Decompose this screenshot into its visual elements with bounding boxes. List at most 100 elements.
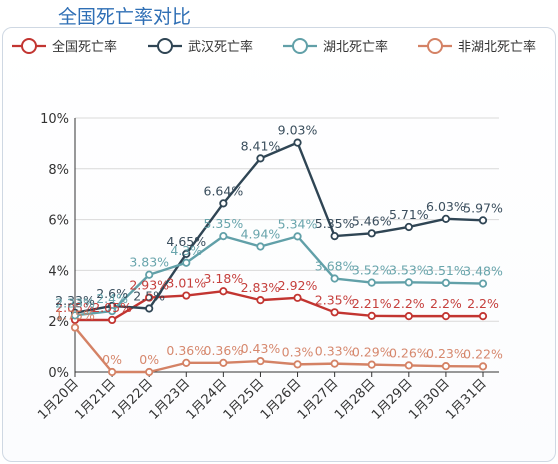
data-point	[367, 278, 376, 287]
data-point	[441, 312, 451, 321]
data-point	[404, 361, 413, 370]
series-line	[74, 234, 484, 317]
data-point	[145, 304, 154, 313]
data-point	[441, 362, 451, 371]
data-point	[441, 278, 451, 287]
data-label: 3.48%	[463, 264, 503, 279]
data-point	[70, 323, 80, 332]
legend-swatch-marker	[292, 38, 308, 54]
data-label: 0%	[102, 352, 122, 367]
data-point	[182, 258, 191, 267]
data-point	[293, 232, 302, 241]
data-label: 3.18%	[204, 271, 244, 286]
data-label: 3.52%	[352, 263, 392, 278]
legend-label: 湖北死亡率	[323, 39, 388, 55]
data-label: 5.35%	[315, 216, 355, 231]
data-point	[145, 293, 154, 302]
data-label: 2.33%	[55, 293, 95, 308]
data-point	[70, 311, 80, 320]
y-tick-label: 6%	[48, 214, 69, 229]
data-label: 2.35%	[315, 292, 355, 307]
data-point	[330, 232, 339, 241]
data-point	[256, 356, 265, 366]
data-label: 0.36%	[166, 343, 206, 358]
data-label: 3.68%	[315, 259, 355, 274]
data-label: 9.03%	[278, 123, 318, 138]
y-tick-label: 4%	[48, 264, 69, 279]
data-label: 4.94%	[241, 227, 281, 242]
data-point	[367, 229, 376, 238]
data-label: 0%	[139, 352, 159, 367]
data-label: 3.01%	[166, 276, 206, 291]
data-point	[219, 358, 228, 367]
data-label: 0.26%	[389, 345, 429, 360]
data-label: 0.43%	[241, 341, 281, 356]
data-point	[367, 311, 376, 320]
data-point	[367, 360, 376, 369]
data-label: 4.3%	[170, 243, 202, 258]
y-tick-label: 2%	[48, 315, 69, 330]
data-label: 2.05%	[92, 300, 132, 315]
data-label: 1.75%	[55, 308, 95, 323]
data-point	[182, 358, 191, 367]
data-point	[219, 232, 228, 241]
data-label: 3.51%	[426, 263, 466, 278]
data-label: 2.2%	[393, 296, 425, 311]
data-label: 5.97%	[463, 200, 503, 215]
data-point	[107, 367, 117, 377]
chart-panel	[2, 27, 556, 462]
data-label: 5.46%	[352, 213, 392, 228]
data-point	[219, 199, 228, 208]
data-point	[478, 362, 488, 371]
chart-title: 全国死亡率对比	[58, 6, 192, 28]
data-point	[404, 278, 413, 287]
data-point	[330, 359, 339, 368]
data-label: 0.23%	[426, 346, 466, 361]
data-point	[107, 315, 117, 325]
data-point	[404, 312, 413, 321]
data-label: 2.4%	[96, 291, 128, 306]
series-line	[75, 290, 483, 322]
data-point	[478, 216, 488, 225]
data-point	[330, 274, 339, 283]
y-tick-label: 8%	[48, 163, 69, 178]
data-point	[330, 308, 339, 317]
data-label: 2.23%	[55, 295, 95, 310]
data-label: 2.5%	[133, 289, 165, 304]
data-label: 8.41%	[241, 138, 281, 153]
data-label: 2.93%	[129, 278, 169, 293]
data-point	[145, 367, 154, 377]
series-line	[74, 141, 484, 314]
data-label: 5.71%	[389, 207, 429, 222]
legend-swatch-marker	[427, 38, 443, 54]
data-label: 2.21%	[352, 296, 392, 311]
legend-label: 武汉死亡率	[188, 39, 253, 55]
data-label: 0.33%	[315, 344, 355, 359]
data-label: 5.35%	[204, 216, 244, 231]
data-label: 2.92%	[278, 278, 318, 293]
data-point	[256, 154, 265, 163]
legend-swatch-marker	[157, 38, 173, 54]
data-point	[256, 242, 265, 251]
x-tick-label: 1月31日	[443, 376, 490, 423]
data-point	[478, 312, 488, 321]
data-point	[145, 270, 154, 279]
data-point	[441, 214, 451, 223]
series-line	[74, 326, 484, 374]
data-label: 0.29%	[352, 345, 392, 360]
data-point	[219, 287, 228, 296]
data-label: 0.36%	[204, 343, 244, 358]
data-point	[107, 306, 117, 316]
data-label: 2.83%	[241, 280, 281, 295]
data-label: 2.05%	[55, 300, 95, 315]
y-tick-label: 10%	[40, 112, 69, 127]
data-label: 5.34%	[278, 216, 318, 231]
data-label: 3.53%	[389, 262, 429, 277]
legend-label: 全国死亡率	[52, 39, 117, 55]
data-label: 6.03%	[426, 199, 466, 214]
data-point	[293, 138, 302, 147]
data-point	[293, 360, 302, 369]
data-label: 2.2%	[467, 296, 499, 311]
